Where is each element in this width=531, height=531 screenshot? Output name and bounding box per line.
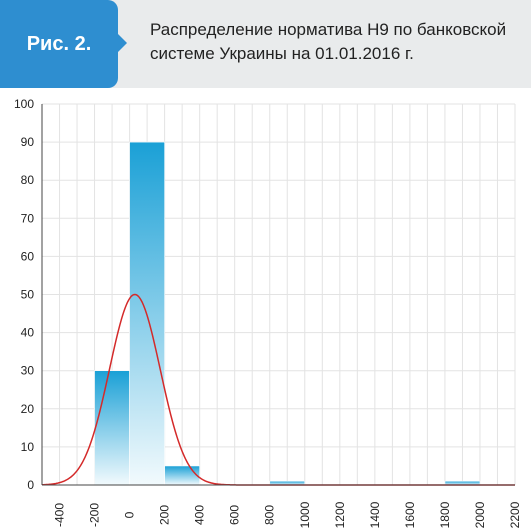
y-tick-label: 40 — [21, 326, 35, 340]
x-tick-label: 200 — [158, 505, 172, 525]
badge-arrow-icon — [118, 34, 127, 52]
x-tick-label: -400 — [53, 503, 67, 527]
x-tick-label: 1200 — [333, 501, 347, 528]
figure-badge-label: Рис. 2. — [26, 32, 92, 55]
y-tick-label: 30 — [21, 364, 35, 378]
histogram-bar — [164, 465, 200, 486]
y-tick-label: 10 — [21, 440, 35, 454]
chart-title: Распределение норматива Н9 по банковской… — [150, 20, 507, 63]
y-tick-label: 80 — [21, 173, 35, 187]
x-tick-label: 1800 — [438, 501, 452, 528]
x-tick-label: 800 — [263, 505, 277, 525]
header: Рис. 2. Распределение норматива Н9 по ба… — [0, 0, 531, 88]
x-tick-label: 2000 — [473, 501, 487, 528]
x-tick-label: 600 — [228, 505, 242, 525]
histogram-chart: 0 10 20 30 40 50 60 70 80 90 100 -400 -200 0 200 400 600… — [14, 97, 522, 528]
y-tick-label: 90 — [21, 135, 35, 149]
y-tick-label: 50 — [21, 288, 35, 302]
y-tick-label: 60 — [21, 249, 35, 263]
figure-badge: Рис. 2. — [0, 0, 118, 88]
x-tick-label: 2200 — [508, 501, 522, 528]
y-tick-label: 100 — [14, 97, 34, 111]
y-tick-label: 0 — [27, 478, 34, 492]
x-tick-label: 0 — [123, 511, 137, 518]
y-tick-label: 70 — [21, 211, 35, 225]
histogram-bar — [94, 370, 130, 486]
y-tick-label: 20 — [21, 402, 35, 416]
x-tick-label: 1400 — [368, 501, 382, 528]
x-tick-label: -200 — [88, 503, 102, 527]
x-tick-label: 1000 — [298, 501, 312, 528]
x-tick-label: 1600 — [403, 501, 417, 528]
axes: 0 10 20 30 40 50 60 70 80 90 100 -400 -200 0 200 400 600… — [14, 97, 522, 528]
x-tick-label: 400 — [193, 505, 207, 525]
